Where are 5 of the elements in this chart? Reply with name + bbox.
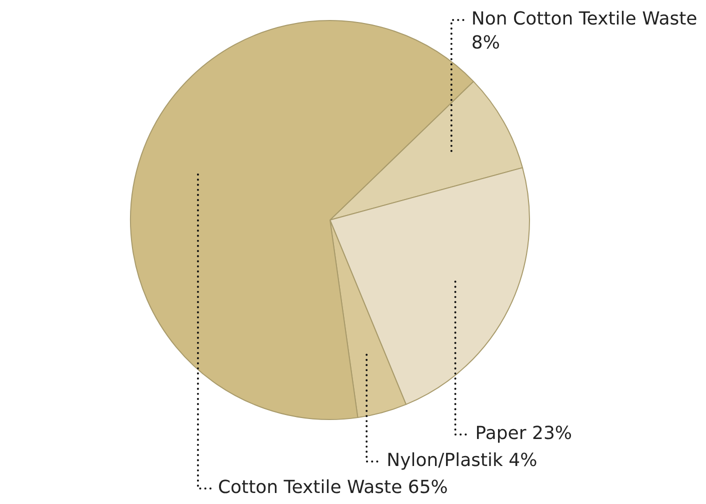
data-label: 8% [471,32,500,54]
slice-label: Cotton Textile Waste 65% [218,477,448,498]
slice-label: Nylon/Plastik 4% [386,450,538,472]
slice-label: Non Cotton Textile Waste [471,8,698,30]
slice-label: Paper 23% [475,423,572,444]
